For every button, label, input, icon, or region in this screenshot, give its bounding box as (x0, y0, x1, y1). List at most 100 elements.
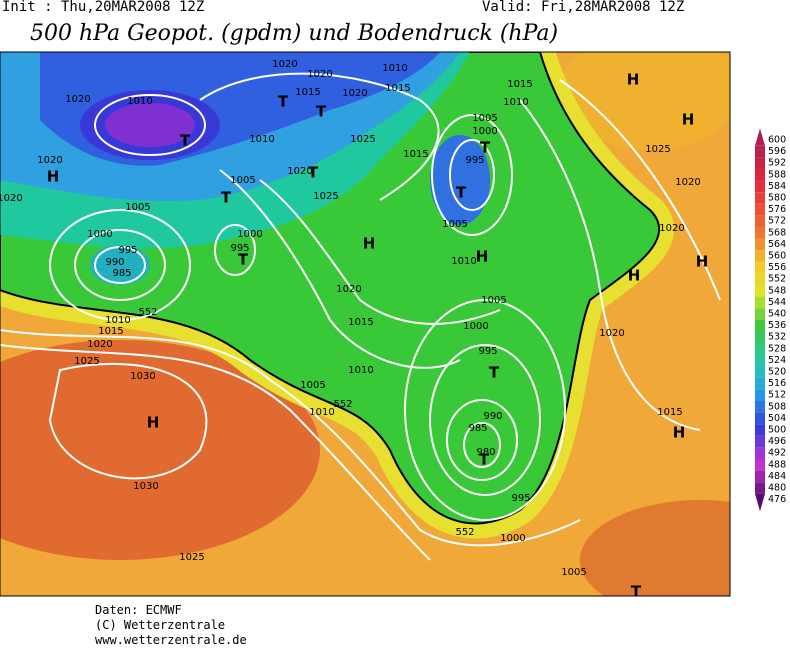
scale-swatch (755, 157, 765, 169)
isobar-label: 995 (230, 243, 249, 254)
isobar-label: 1020 (599, 328, 624, 339)
low-pressure: T (631, 583, 642, 601)
scale-label: 508 (768, 401, 786, 412)
isobar-label: 1030 (130, 371, 155, 382)
high-pressure: H (476, 248, 489, 266)
isobar-label: 1000 (87, 229, 112, 240)
isobar-label: 1005 (561, 567, 586, 578)
isobar-label: 1010 (503, 97, 528, 108)
scale-label: 496 (768, 436, 786, 447)
low-pressure: T (180, 132, 191, 150)
isobar-label: 1015 (98, 326, 123, 337)
scale-label: 560 (768, 251, 786, 262)
scale-swatch (755, 238, 765, 251)
copyright: (C) Wetterzentrale (95, 618, 225, 632)
isobar-label: 1020 (342, 88, 367, 99)
scale-label: 492 (768, 448, 786, 459)
scale-label: 544 (768, 297, 786, 308)
isobar-label: 1020 (272, 59, 297, 70)
high-pressure: H (673, 424, 686, 442)
isobar-label: 1015 (403, 149, 428, 160)
low-pressure: T (480, 139, 491, 157)
high-pressure: H (147, 414, 160, 432)
contour-label: 552 (455, 527, 474, 538)
low-pressure: T (238, 251, 249, 269)
scale-label: 528 (768, 343, 786, 354)
isobar-label: 1010 (309, 407, 334, 418)
init-time: Init : Thu,20MAR2008 12Z (2, 0, 204, 15)
low-pressure: T (316, 103, 327, 121)
isobar-label: 1020 (87, 339, 112, 350)
scale-label: 516 (768, 378, 786, 389)
scale-swatch (755, 401, 765, 413)
scale-swatch (755, 354, 765, 367)
low-pressure: T (456, 184, 467, 202)
scale-label: 536 (768, 320, 786, 331)
data-source: Daten: ECMWF (95, 603, 182, 617)
high-pressure: H (363, 235, 376, 253)
map-title: 500 hPa Geopot. (gpdm) und Bodendruck (h… (30, 21, 558, 46)
contour-label: 552 (138, 307, 157, 318)
isobar-label: 1005 (472, 113, 497, 124)
isobar-label: 1025 (313, 191, 338, 202)
scale-swatch (755, 331, 765, 343)
scale-label: 480 (768, 483, 786, 494)
scale-swatch (755, 308, 765, 320)
low-pressure: T (479, 451, 490, 469)
scale-swatch (755, 180, 765, 193)
isobar-label: 1010 (105, 315, 130, 326)
isobar-label: 1015 (385, 83, 410, 94)
scale-swatch (755, 285, 765, 297)
isobar-label: 1025 (645, 144, 670, 155)
low-pressure: T (278, 93, 289, 111)
isobar-label: 1005 (442, 219, 467, 230)
high-pressure: H (696, 253, 709, 271)
scale-label: 596 (768, 146, 786, 157)
scale-label: 556 (768, 262, 786, 273)
valid-time: Valid: Fri,28MAR2008 12Z (482, 0, 684, 15)
scale-swatch (755, 319, 765, 332)
scale-label: 476 (768, 494, 786, 505)
scale-swatch (755, 435, 765, 448)
scale-label: 512 (768, 390, 786, 401)
isobar-label: 1005 (125, 202, 150, 213)
scale-label: 564 (768, 239, 786, 250)
high-pressure: H (47, 168, 60, 186)
isobar-label: 1025 (74, 356, 99, 367)
scale-label: 580 (768, 193, 786, 204)
url: www.wetterzentrale.de (95, 633, 247, 647)
isobar-label: 995 (511, 493, 530, 504)
map-frame (0, 51, 731, 597)
isobar-label: 1025 (350, 134, 375, 145)
low-pressure: T (489, 364, 500, 382)
scale-label: 504 (768, 413, 786, 424)
scale-swatch (755, 203, 765, 216)
low-pressure: T (308, 164, 319, 182)
isobar-label: 990 (105, 257, 124, 268)
isobar-label: 1020 (0, 193, 23, 204)
scale-label: 488 (768, 459, 786, 470)
isobar-label: 1000 (237, 229, 262, 240)
scale-swatch (755, 389, 765, 401)
isobar-label: 1020 (659, 223, 684, 234)
isobar-label: 1030 (133, 481, 158, 492)
isobar-label: 995 (118, 245, 137, 256)
scale-swatch (755, 296, 765, 309)
scale-swatch (755, 145, 765, 158)
scale-swatch (755, 482, 765, 494)
scale-label: 552 (768, 274, 786, 285)
high-pressure: H (682, 111, 695, 129)
isobar-label: 1025 (179, 552, 204, 563)
scale-swatch (755, 377, 765, 390)
scale-label: 520 (768, 367, 786, 378)
scale-label: 540 (768, 309, 786, 320)
isobar-label: 1005 (300, 380, 325, 391)
scale-label: 588 (768, 169, 786, 180)
isobar-label: 1015 (295, 87, 320, 98)
scale-swatch (755, 215, 765, 227)
isobar-label: 1015 (657, 407, 682, 418)
isobar-label: 1010 (127, 96, 152, 107)
isobar-label: 1010 (382, 63, 407, 74)
scale-label: 576 (768, 204, 786, 215)
scale-swatch (755, 493, 765, 512)
